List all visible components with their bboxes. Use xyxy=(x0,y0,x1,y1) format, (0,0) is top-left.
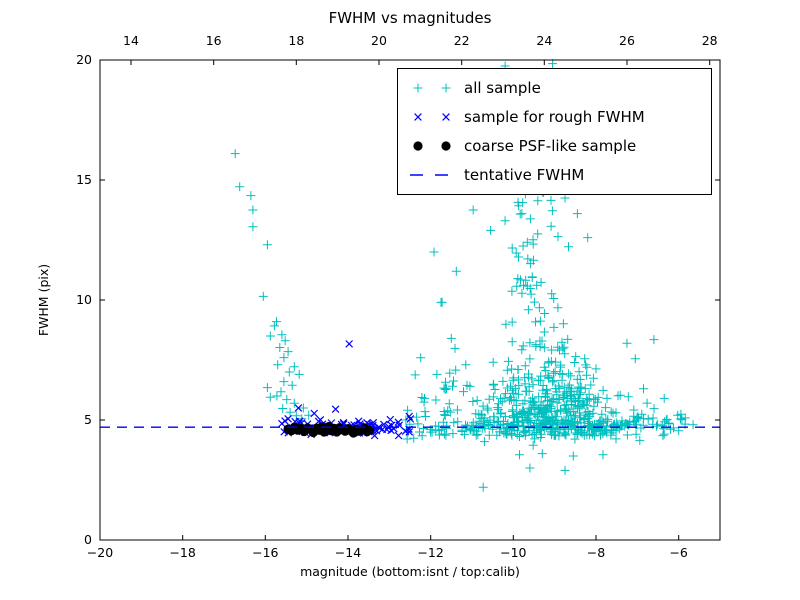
y-tick-label: 0 xyxy=(84,532,92,547)
x-tick-label: −12 xyxy=(417,545,444,560)
dot-icon xyxy=(413,141,451,151)
legend-label: tentative FWHM xyxy=(464,166,585,185)
top-tick-label: 18 xyxy=(288,33,305,48)
top-tick-label: 28 xyxy=(701,33,718,48)
legend-entry: all sample xyxy=(406,74,711,102)
plus-icon xyxy=(413,83,451,93)
x-tick-label: −14 xyxy=(334,545,362,560)
legend: all sample sample for rough FWHM coarse PS… xyxy=(397,68,712,195)
x-tick-label: −18 xyxy=(169,545,196,560)
cross-icon xyxy=(414,113,450,121)
x-axis-label: magnitude (bottom:isnt / top:calib) xyxy=(300,564,520,579)
legend-entry: coarse PSF-like sample xyxy=(406,132,711,160)
plot-frame xyxy=(99,59,721,541)
legend-entry: tentative FWHM xyxy=(406,161,711,189)
series-all-sample xyxy=(230,59,698,492)
legend-label: all sample xyxy=(464,78,541,97)
top-tick-label: 20 xyxy=(371,33,387,48)
x-tick-label: −20 xyxy=(86,545,114,560)
legend-label: sample for rough FWHM xyxy=(464,107,645,126)
y-tick-label: 10 xyxy=(76,292,92,307)
legend-label: coarse PSF-like sample xyxy=(464,137,637,156)
x-tick-label: −10 xyxy=(500,545,527,560)
y-tick-label: 5 xyxy=(84,412,92,427)
top-tick-label: 14 xyxy=(123,33,139,48)
y-tick-label: 20 xyxy=(76,52,92,67)
chart-title: FWHM vs magnitudes xyxy=(328,9,492,27)
top-tick-label: 26 xyxy=(619,33,635,48)
legend-entry: sample for rough FWHM xyxy=(406,103,711,131)
x-tick-label: −8 xyxy=(586,545,606,560)
y-tick-label: 15 xyxy=(76,172,92,187)
x-tick-label: −16 xyxy=(252,545,279,560)
dashed-line-icon xyxy=(410,174,454,177)
x-tick-label: −6 xyxy=(669,545,688,560)
top-tick-label: 24 xyxy=(536,33,553,48)
top-tick-label: 22 xyxy=(453,33,470,48)
top-tick-label: 16 xyxy=(205,33,222,48)
y-axis-label: FWHM (pix) xyxy=(36,263,51,337)
